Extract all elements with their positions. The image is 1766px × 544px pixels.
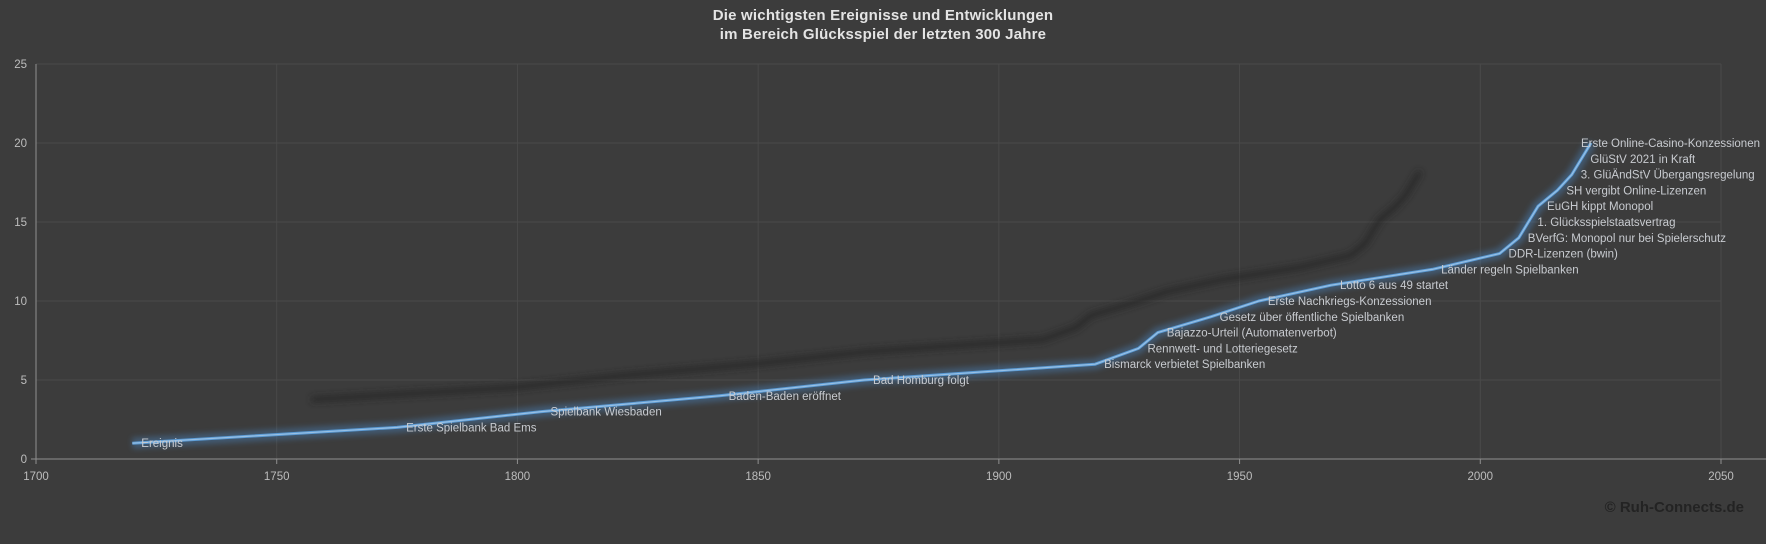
- event-label: EuGH kippt Monopol: [1547, 201, 1653, 213]
- y-tick-label: 10: [14, 296, 27, 308]
- event-label: Lotto 6 aus 49 startet: [1340, 280, 1449, 292]
- x-tick-label: 1750: [264, 471, 290, 483]
- event-label: Spielbank Wiesbaden: [551, 407, 662, 419]
- event-label: Erste Online-Casino-Konzessionen: [1581, 138, 1760, 150]
- event-label: SH vergibt Online-Lizenzen: [1566, 185, 1706, 197]
- x-tick-label: 2050: [1708, 471, 1734, 483]
- timeline-shadow-line: [311, 169, 1423, 403]
- x-tick-label: 1950: [1227, 471, 1253, 483]
- y-tick-label: 15: [14, 217, 27, 229]
- copyright-label: © Ruh-Connects.de: [1604, 499, 1744, 516]
- event-label: 3. GlüÄndStV Übergangsregelung: [1581, 170, 1755, 182]
- event-label: Bismarck verbietet Spielbanken: [1104, 359, 1265, 371]
- event-label: Rennwett- und Lotteriegesetz: [1147, 343, 1297, 355]
- y-tick-label: 0: [21, 454, 27, 466]
- x-tick-label: 1850: [745, 471, 771, 483]
- chart-title-line-2: im Bereich Glücksspiel der letzten 300 J…: [719, 26, 1047, 43]
- event-label: Gesetz über öffentliche Spielbanken: [1220, 312, 1405, 324]
- event-label: Erste Nachkriegs-Konzessionen: [1268, 296, 1432, 308]
- chart-title: Die wichtigsten Ereignisse und Entwicklu…: [0, 6, 1766, 44]
- event-label: GlüStV 2021 in Kraft: [1590, 154, 1696, 166]
- event-label: Länder regeln Spielbanken: [1441, 264, 1578, 276]
- y-tick-label: 20: [14, 138, 27, 150]
- event-label: DDR-Lizenzen (bwin): [1509, 249, 1618, 261]
- event-label: 1. Glücksspielstaatsvertrag: [1537, 217, 1675, 229]
- event-label: Bajazzo-Urteil (Automatenverbot): [1167, 328, 1337, 340]
- x-tick-label: 1700: [23, 471, 49, 483]
- event-label: BVerfG: Monopol nur bei Spielerschutz: [1528, 233, 1726, 245]
- chart-title-line-1: Die wichtigsten Ereignisse und Entwicklu…: [712, 7, 1054, 24]
- x-tick-label: 1800: [505, 471, 531, 483]
- x-tick-label: 1900: [986, 471, 1012, 483]
- y-tick-label: 5: [21, 375, 27, 387]
- timeline-line-core: [132, 142, 1592, 444]
- y-tick-label: 25: [14, 59, 27, 71]
- event-label: Bad Homburg folgt: [873, 375, 970, 387]
- event-label: Baden-Baden eröffnet: [729, 391, 842, 403]
- x-tick-label: 2000: [1467, 471, 1493, 483]
- event-label: Erste Spielbank Bad Ems: [406, 422, 537, 434]
- event-label: Ereignis: [141, 438, 183, 450]
